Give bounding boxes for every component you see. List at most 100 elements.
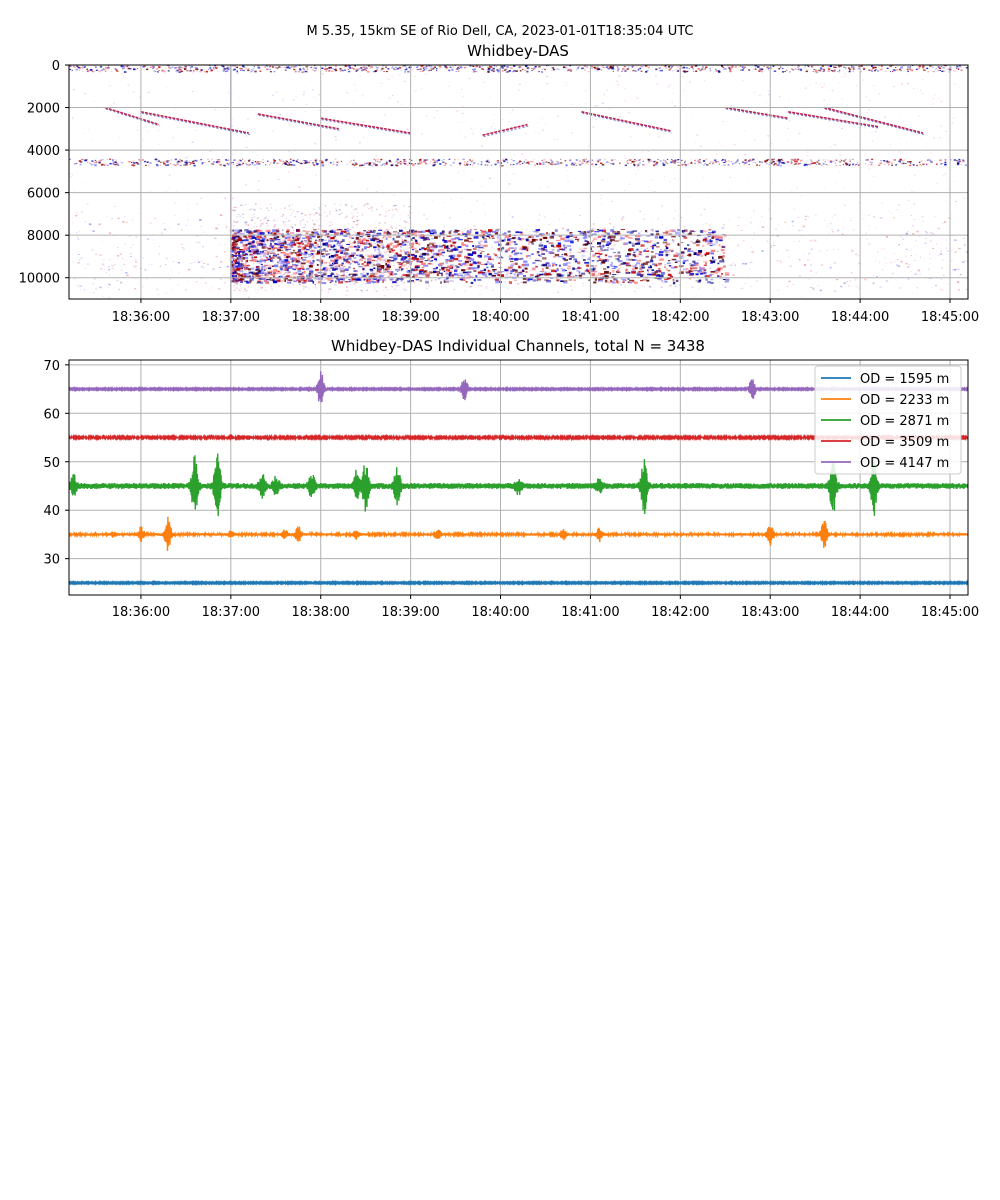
heatmap-speckle xyxy=(425,65,428,67)
heatmap-speckle xyxy=(664,264,666,266)
heatmap-speckle xyxy=(914,260,916,261)
heatmap-speckle xyxy=(824,159,827,161)
heatmap-shaking-mark xyxy=(546,232,548,235)
heatmap-speckle xyxy=(570,163,573,165)
heatmap-speckle xyxy=(115,69,118,71)
heatmap-speckle xyxy=(697,159,699,161)
heatmap-speckle xyxy=(379,176,381,178)
heatmap-speckle xyxy=(71,70,73,72)
heatmap-shaking-mark xyxy=(710,262,713,264)
heatmap-speckle xyxy=(306,103,308,105)
heatmap-shaking-mark xyxy=(355,254,359,257)
heatmap-speckle xyxy=(185,289,187,291)
heatmap-speckle xyxy=(122,221,125,223)
heatmap-speckle xyxy=(582,282,585,284)
heatmap-shaking-mark xyxy=(572,275,575,278)
heatmap-speckle xyxy=(960,69,962,71)
heatmap-speckle xyxy=(145,164,147,166)
heatmap-speckle xyxy=(539,163,542,165)
heatmap-speckle xyxy=(586,66,588,68)
heatmap-speckle xyxy=(354,164,357,166)
heatmap-speckle xyxy=(362,66,366,69)
heatmap-shaking-mark xyxy=(533,231,539,233)
heatmap-speckle xyxy=(278,178,280,180)
heatmap-speckle xyxy=(675,69,678,70)
heatmap-speckle xyxy=(873,85,875,86)
heatmap-shaking-mark xyxy=(631,264,634,267)
heatmap-shaking-mark xyxy=(370,254,373,257)
heatmap-speckle xyxy=(572,247,574,249)
heatmap-speckle xyxy=(848,70,850,72)
heatmap-speckle xyxy=(553,284,555,286)
heatmap-speckle xyxy=(771,140,773,141)
heatmap-speckle xyxy=(756,159,759,161)
heatmap-speckle xyxy=(80,67,82,69)
heatmap-shaking-mark xyxy=(717,271,721,273)
heatmap-shaking-mark xyxy=(573,279,576,281)
heatmap-shaking-mark xyxy=(331,263,335,266)
heatmap-speckle xyxy=(600,194,603,196)
heatmap-speckle xyxy=(284,163,287,165)
heatmap-speckle xyxy=(940,163,942,165)
heatmap-speckle xyxy=(721,227,725,229)
heatmap-speckle xyxy=(371,262,373,264)
heatmap-shaking-mark xyxy=(301,271,304,275)
heatmap-speckle xyxy=(940,66,943,68)
heatmap-speckle xyxy=(390,161,392,163)
heatmap-speckle xyxy=(822,159,824,161)
heatmap-speckle xyxy=(301,163,303,165)
heatmap-speckle xyxy=(133,162,136,164)
heatmap-speckle xyxy=(639,210,641,212)
heatmap-speckle xyxy=(808,169,811,171)
heatmap-speckle xyxy=(958,247,961,250)
heatmap-speckle xyxy=(426,68,428,70)
heatmap-speckle xyxy=(918,65,921,68)
heatmap-speckle xyxy=(325,69,327,70)
heatmap-speckle xyxy=(927,159,929,161)
heatmap-speckle xyxy=(122,67,125,70)
heatmap-shaking-mark xyxy=(573,236,577,238)
heatmap-shaking-mark xyxy=(482,272,486,274)
heatmap-shaking-mark xyxy=(378,250,381,253)
heatmap-shaking-mark xyxy=(688,277,692,280)
heatmap-speckle xyxy=(122,68,124,69)
heatmap-speckle xyxy=(475,65,478,68)
heatmap-speckle xyxy=(677,252,680,255)
heatmap-speckle xyxy=(428,65,429,66)
heatmap-shaking-mark xyxy=(712,258,717,261)
heatmap-shaking-mark xyxy=(501,239,505,242)
heatmap-speckle xyxy=(380,158,383,161)
heatmap-speckle xyxy=(760,68,764,71)
heatmap-speckle xyxy=(689,263,692,265)
heatmap-speckle xyxy=(818,250,821,252)
heatmap-speckle xyxy=(512,109,514,111)
heatmap-speckle xyxy=(434,160,436,162)
heatmap-speckle xyxy=(209,150,212,152)
heatmap-speckle xyxy=(396,67,399,70)
heatmap-speckle xyxy=(962,261,965,263)
heatmap-shaking-mark xyxy=(400,249,403,253)
heatmap-shaking-mark xyxy=(400,258,404,261)
heatmap-shaking-mark xyxy=(705,240,710,243)
heatmap-shaking-mark xyxy=(332,268,334,271)
heatmap-speckle xyxy=(329,241,332,243)
heatmap-shaking-mark xyxy=(240,260,243,263)
heatmap-shaking-mark xyxy=(420,257,426,259)
heatmap-speckle xyxy=(82,159,84,161)
heatmap-speckle xyxy=(587,160,590,162)
heatmap-speckle xyxy=(612,163,615,165)
heatmap-speckle xyxy=(72,117,74,119)
heatmap-speckle xyxy=(771,162,773,163)
heatmap-speckle xyxy=(245,162,247,164)
heatmap-speckle xyxy=(785,161,787,163)
heatmap-speckle xyxy=(327,291,330,294)
heatmap-speckle xyxy=(426,159,429,161)
heatmap-shaking-mark xyxy=(688,248,692,250)
heatmap-speckle xyxy=(586,267,589,270)
heatmap-speckle xyxy=(513,65,515,67)
heatmap-speckle xyxy=(880,160,883,162)
heatmap-speckle xyxy=(354,89,357,91)
heatmap-speckle xyxy=(189,163,191,165)
heatmap-shaking-mark xyxy=(718,244,721,247)
heatmap-shaking-mark xyxy=(596,274,599,277)
